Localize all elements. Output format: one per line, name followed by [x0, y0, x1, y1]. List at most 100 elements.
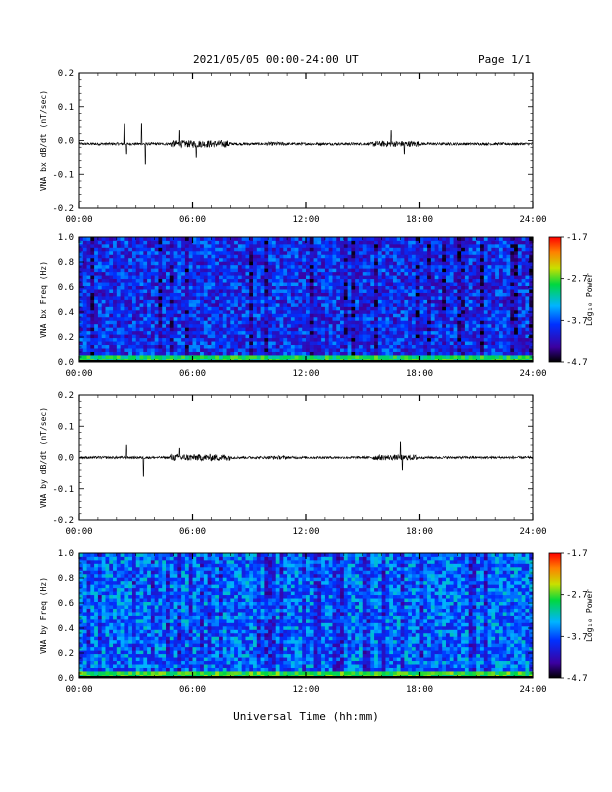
spectrogram-cell [162, 285, 167, 290]
spectrogram-cell [324, 278, 330, 283]
spectrogram-cell [408, 240, 413, 245]
spectrogram-cell [166, 289, 171, 293]
spectrogram-cell [430, 355, 436, 359]
spectrogram-cell [196, 257, 201, 262]
spectrogram-cell [355, 257, 360, 262]
spectrogram-cell [332, 355, 337, 359]
spectrogram-cell [139, 323, 144, 328]
spectrogram-cell [306, 264, 311, 269]
spectrogram-cell [427, 337, 432, 342]
spectrogram-cell [82, 309, 87, 314]
spectrogram-cell [313, 243, 318, 248]
spectrogram-cell [419, 299, 424, 304]
spectrogram-cell [124, 278, 129, 283]
spectrogram-cell [211, 309, 216, 314]
spectrogram-cell [105, 587, 110, 592]
spectrogram-cell [294, 299, 299, 304]
spectrogram-cell [377, 320, 383, 325]
spectrogram-cell [241, 275, 246, 280]
spectrogram-cell [449, 306, 454, 311]
spectrogram-cell [173, 237, 178, 241]
spectrogram-cell [79, 598, 84, 603]
spectrogram-cell [328, 334, 333, 339]
spectrogram-cell [290, 309, 296, 314]
spectrogram-cell [347, 285, 352, 290]
spectrogram-cell [230, 348, 235, 352]
spectrogram-cell [192, 320, 197, 325]
spectrogram-cell [498, 296, 504, 300]
spectrogram-cell [381, 289, 386, 293]
spectrogram-cell [120, 285, 125, 290]
spectrogram-cell [324, 296, 330, 300]
spectrogram-cell [294, 282, 299, 287]
spectrogram-cell [480, 278, 485, 283]
spectrogram-cell [366, 289, 371, 293]
spectrogram-cell [192, 327, 197, 332]
spectrogram-cell [480, 355, 485, 359]
spectrogram-cell [336, 327, 341, 332]
spectrogram-cell [517, 351, 523, 356]
spectrogram-cell [332, 257, 337, 262]
spectrogram-cell [101, 306, 106, 311]
spectrogram-cell [181, 316, 186, 321]
spectrogram-cell [226, 306, 231, 311]
spectrogram-cell [306, 306, 311, 311]
spectrogram-cell [362, 351, 367, 356]
spectrogram-cell [389, 243, 394, 248]
spectrogram-cell [408, 264, 413, 269]
spectrogram-cell [184, 330, 190, 335]
spectrogram-cell [347, 330, 352, 335]
spectrogram-cell [215, 268, 220, 273]
spectrogram-cell [430, 257, 436, 262]
spectrogram-cell [97, 653, 103, 658]
spectrogram-cell [181, 306, 186, 311]
spectrogram-cell [94, 323, 99, 328]
spectrogram-cell [188, 344, 193, 349]
spectrogram-cell [245, 313, 250, 318]
spectrogram-cell [294, 302, 299, 307]
spectrogram-cell [181, 323, 186, 328]
spectrogram-cell [97, 632, 103, 637]
spectrogram-cell [287, 313, 292, 318]
spectrogram-cell [260, 261, 265, 266]
spectrogram-cell [237, 351, 243, 356]
spectrogram-cell [498, 289, 504, 293]
spectrogram-cell [158, 355, 163, 359]
spectrogram-cell [86, 632, 91, 637]
spectrogram-cell [290, 289, 296, 293]
spectrogram-cell [321, 320, 326, 325]
spectrogram-cell [370, 351, 375, 356]
spectrogram-cell [351, 351, 356, 356]
spectrogram-cell [480, 264, 485, 269]
spectrogram-cell [355, 247, 360, 252]
spectrogram-cell [203, 309, 209, 314]
spectrogram-cell [457, 292, 462, 297]
spectrogram-cell [97, 351, 103, 356]
spectrogram-cell [355, 327, 360, 332]
spectrogram-cell [147, 355, 152, 359]
spectrogram-cell [181, 351, 186, 356]
spectrogram-cell [366, 330, 371, 335]
spectrogram-cell [445, 351, 451, 356]
spectrogram-cell [404, 334, 409, 339]
spectrogram-cell [430, 237, 436, 241]
spectrogram-cell [226, 271, 231, 276]
spectrogram-cell [226, 344, 231, 349]
spectrogram-cell [116, 247, 122, 252]
spectrogram-cell [234, 323, 239, 328]
spectrogram-cell [366, 278, 371, 283]
spectrogram-cell [147, 296, 152, 300]
spectrogram-cell [82, 351, 87, 356]
spectrogram-cell [196, 330, 201, 335]
spectrogram-cell [408, 344, 413, 349]
spectrogram-cell [336, 264, 341, 269]
spectrogram-cell [480, 313, 485, 318]
spectrogram-cell [381, 348, 386, 352]
spectrogram-cell [181, 254, 186, 259]
spectrogram-cell [415, 250, 420, 255]
spectrogram-cell [97, 309, 103, 314]
spectrogram-cell [381, 285, 386, 290]
spectrogram-cell [139, 337, 144, 342]
spectrogram-cell [109, 275, 114, 280]
x-tick-label: 18:00 [406, 527, 433, 537]
